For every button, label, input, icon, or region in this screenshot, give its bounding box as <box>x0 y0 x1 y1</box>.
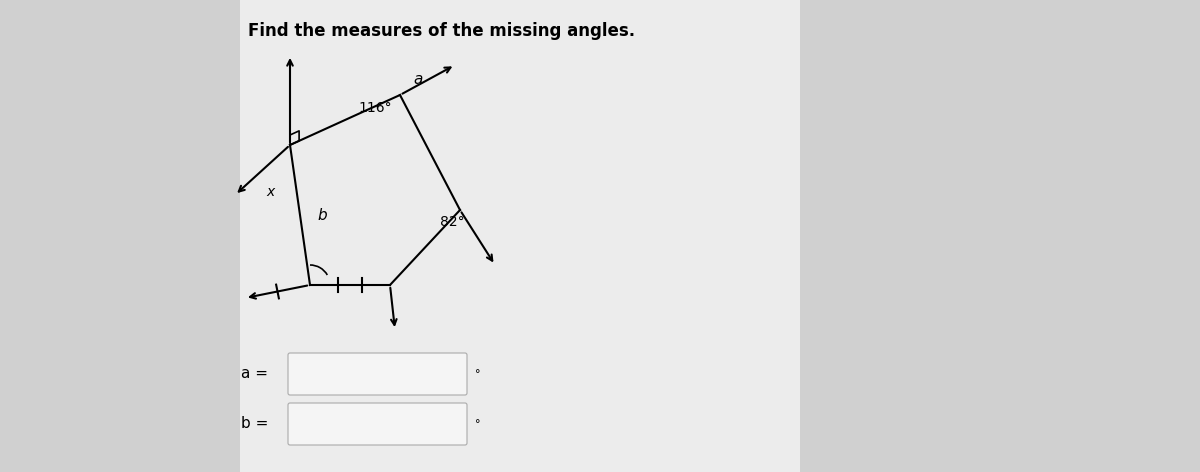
FancyBboxPatch shape <box>288 403 467 445</box>
FancyBboxPatch shape <box>288 353 467 395</box>
Text: 82°: 82° <box>439 215 464 229</box>
Text: a =: a = <box>241 366 268 381</box>
Text: a: a <box>413 73 422 87</box>
Text: b: b <box>317 208 326 222</box>
Text: 116°: 116° <box>358 101 392 115</box>
Text: °: ° <box>475 419 480 429</box>
Bar <box>240 0 800 472</box>
Text: x: x <box>266 185 274 199</box>
Text: Find the measures of the missing angles.: Find the measures of the missing angles. <box>248 22 635 40</box>
Text: °: ° <box>475 369 480 379</box>
Text: b =: b = <box>241 416 268 431</box>
